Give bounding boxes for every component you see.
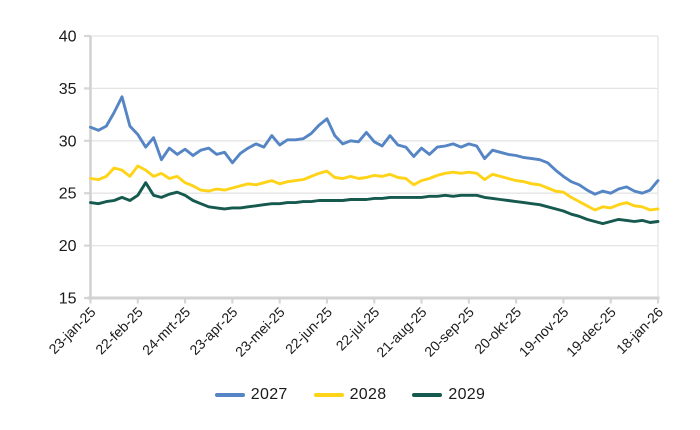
legend-label-2028: 2028 [349, 386, 387, 403]
x-axis-label-7: 21-aug-25 [373, 304, 430, 361]
legend-label-2029: 2029 [448, 386, 486, 403]
y-axis-label-20: 20 [59, 238, 77, 255]
chart-legend: 2027 2028 2029 [0, 386, 700, 404]
legend-item-2028: 2028 [313, 386, 387, 404]
x-axis-label-0: 23-jan-25 [45, 304, 98, 357]
legend-swatch-2027 [214, 393, 245, 397]
legend-item-2027: 2027 [214, 386, 288, 404]
x-axis-label-12: 18-jan-26 [613, 304, 666, 357]
x-axis-label-2: 24-mrt-25 [139, 304, 193, 358]
series-line-2027 [89, 95, 660, 196]
x-axis-label-11: 19-dec-25 [563, 304, 619, 360]
legend-item-2029: 2029 [412, 386, 485, 404]
x-axis-label-8: 20-sep-25 [421, 304, 477, 360]
legend-label-2027: 2027 [250, 386, 288, 403]
series-line-2028 [89, 164, 660, 212]
y-axis-label-40: 40 [59, 29, 77, 46]
x-axis-label-4: 23-mei-25 [232, 304, 288, 360]
y-axis-label-35: 35 [59, 81, 77, 98]
y-axis-label-30: 30 [59, 133, 77, 150]
y-axis-label-25: 25 [59, 186, 77, 203]
legend-swatch-2028 [313, 393, 344, 397]
x-axis-label-5: 22-jun-25 [282, 304, 335, 357]
series-line-2029 [89, 181, 660, 226]
y-axis-label-15: 15 [59, 291, 77, 308]
x-axis-label-1: 22-feb-25 [92, 304, 146, 358]
x-axis-label-10: 19-nov-25 [516, 304, 572, 360]
legend-swatch-2029 [412, 393, 443, 397]
